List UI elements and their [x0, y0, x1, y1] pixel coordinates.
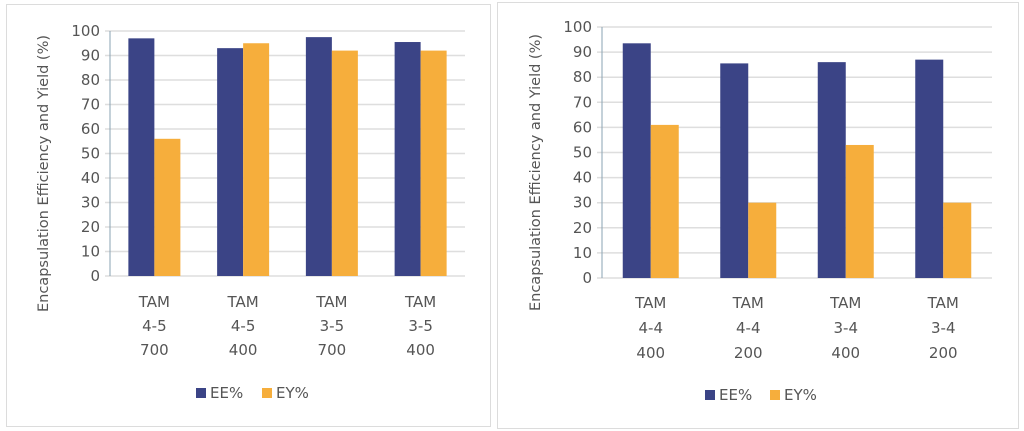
y-axis-title: Encapsulation Efficiency and Yield (%) [528, 34, 544, 311]
bar-ey [331, 50, 358, 276]
x-category-label: TAM [138, 293, 170, 311]
y-tick-label: 90 [573, 43, 592, 61]
legend-swatch-ey [770, 390, 780, 400]
x-category-label: 4-5 [231, 317, 256, 335]
x-category-label: 400 [229, 341, 258, 359]
y-tick-label: 60 [573, 118, 592, 136]
y-tick-label: 90 [81, 47, 100, 65]
x-category-label: 3-4 [834, 319, 859, 337]
x-category-label: 400 [636, 344, 665, 362]
y-tick-label: 70 [81, 96, 100, 114]
y-tick-label: 50 [573, 144, 592, 162]
x-category-label: 4-4 [736, 319, 761, 337]
y-tick-label: 30 [81, 194, 100, 212]
x-category-label: 200 [929, 344, 958, 362]
y-axis-title: Encapsulation Efficiency and Yield (%) [36, 35, 52, 312]
bar-ee [217, 48, 244, 277]
x-category-label: TAM [404, 293, 436, 311]
bar-ey [943, 202, 972, 278]
bar-ee [720, 63, 749, 278]
legend-label: EY% [276, 384, 309, 402]
legend-label: EE% [210, 384, 243, 402]
legend-label: EY% [784, 386, 817, 404]
x-category-label: TAM [829, 294, 861, 312]
x-category-label: 4-5 [142, 317, 167, 335]
bar-ee [915, 59, 944, 278]
y-tick-label: 80 [573, 68, 592, 86]
x-category-label: TAM [315, 293, 347, 311]
x-category-label: 3-5 [408, 317, 433, 335]
bar-ee [817, 62, 846, 278]
x-category-label: 700 [318, 341, 347, 359]
bar-ee [394, 42, 421, 277]
y-tick-label: 100 [71, 22, 100, 40]
legend-label: EE% [719, 386, 752, 404]
y-tick-label: 10 [81, 243, 100, 261]
legend-swatch-ee [705, 390, 715, 400]
y-tick-label: 0 [90, 267, 100, 285]
y-tick-label: 80 [81, 71, 100, 89]
y-tick-label: 40 [573, 169, 592, 187]
x-category-label: 200 [734, 344, 763, 362]
x-category-label: TAM [732, 294, 764, 312]
bar-ey [748, 202, 777, 278]
bar-ey [420, 50, 447, 276]
bar-ey [243, 43, 270, 276]
x-category-label: 3-4 [931, 319, 956, 337]
y-tick-label: 50 [81, 145, 100, 163]
x-category-label: 700 [140, 341, 169, 359]
bar-ey [650, 124, 679, 278]
y-tick-label: 30 [573, 194, 592, 212]
y-tick-label: 10 [573, 244, 592, 262]
x-category-label: 400 [831, 344, 860, 362]
y-tick-label: 20 [573, 219, 592, 237]
x-category-label: 4-4 [639, 319, 664, 337]
bar-ee [305, 37, 332, 276]
y-tick-label: 70 [573, 93, 592, 111]
bar-ee [128, 38, 155, 276]
y-tick-label: 60 [81, 120, 100, 138]
bar-ey [154, 138, 181, 276]
x-category-label: TAM [634, 294, 666, 312]
y-tick-label: 100 [563, 18, 592, 36]
x-category-label: TAM [927, 294, 959, 312]
bar-ee [622, 43, 651, 278]
x-category-label: 3-5 [320, 317, 345, 335]
x-category-label: 400 [406, 341, 435, 359]
y-tick-label: 40 [81, 169, 100, 187]
legend-swatch-ee [196, 388, 206, 398]
bar-ey [845, 144, 874, 278]
y-tick-label: 20 [81, 218, 100, 236]
legend-swatch-ey [262, 388, 272, 398]
x-category-label: TAM [227, 293, 259, 311]
y-tick-label: 0 [582, 269, 592, 287]
